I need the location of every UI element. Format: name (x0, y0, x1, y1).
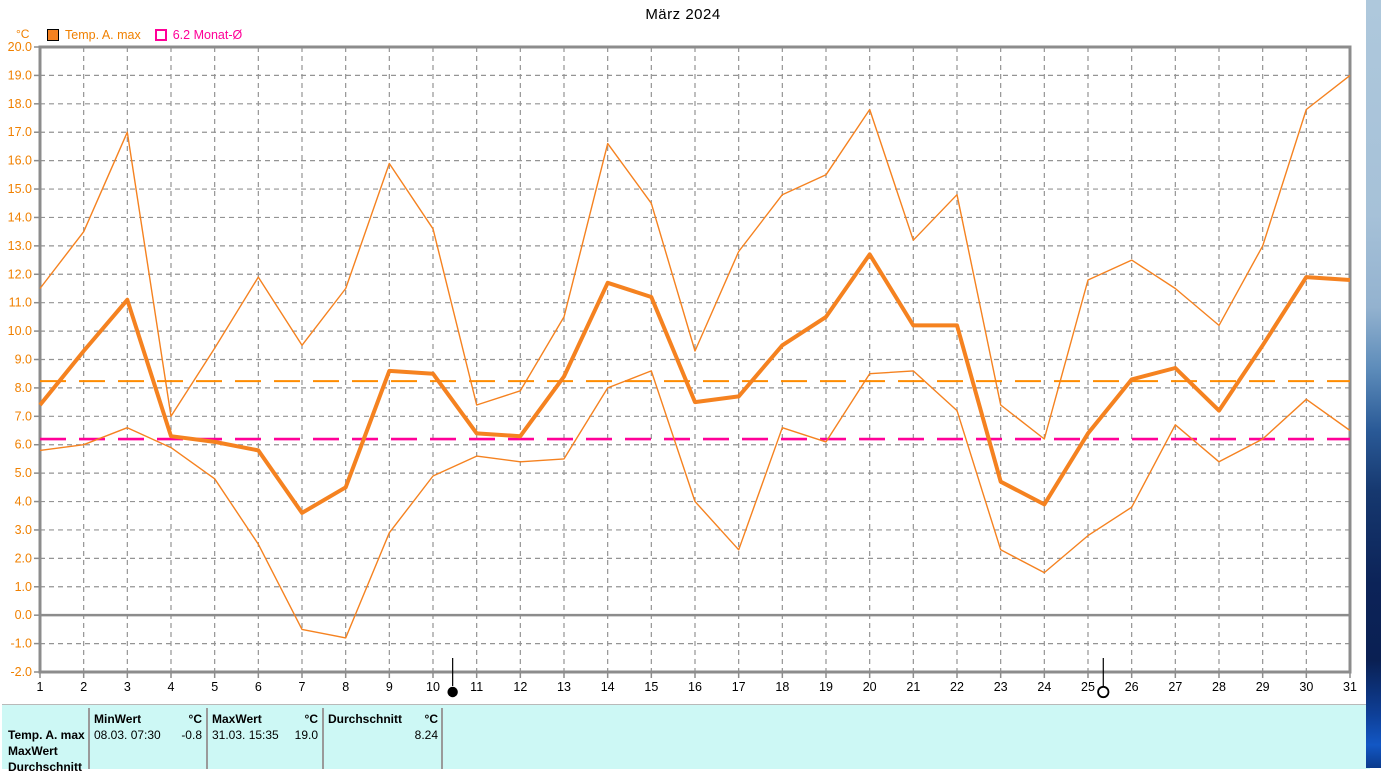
y-axis-unit-label: °C (16, 27, 30, 41)
row-label-durchschnitt: Durchschnitt (8, 760, 83, 774)
chart-title: März 2024 (645, 6, 721, 23)
desktop-wallpaper-strip (1366, 0, 1381, 768)
x-tick-label: 19 (819, 680, 833, 694)
open-square-icon (154, 29, 167, 41)
filled-square-icon (47, 29, 59, 41)
legend-item-temp-a-max: Temp. A. max (47, 28, 141, 42)
y-tick-label: 14.0 (8, 210, 32, 224)
y-tick-label: 19.0 (8, 68, 32, 82)
x-tick-label: 13 (557, 680, 571, 694)
x-tick-label: 7 (299, 680, 306, 694)
y-tick-label: -1.0 (10, 637, 32, 651)
x-tick-label: 8 (342, 680, 349, 694)
x-tick-label: 6 (255, 680, 262, 694)
x-tick-label: 11 (470, 680, 483, 694)
x-tick-label: 25 (1081, 680, 1095, 694)
x-tick-label: 20 (863, 680, 877, 694)
y-tick-label: 7.0 (15, 409, 32, 423)
x-tick-label: 1 (37, 680, 44, 694)
table-separator (441, 708, 443, 769)
series-daily-max (39, 74, 1351, 440)
durchschnitt-value: 8.24 (414, 728, 438, 742)
x-tick-label: 9 (386, 680, 393, 694)
x-tick-label: 23 (994, 680, 1008, 694)
y-tick-label: 12.0 (8, 267, 32, 281)
y-tick-label: 5.0 (15, 466, 32, 480)
maxwert-value: 19.0 (294, 728, 318, 742)
row-label-temp-a-max: Temp. A. max (8, 728, 85, 742)
row-label-maxwert: MaxWert (8, 744, 58, 758)
x-tick-label: 21 (906, 680, 920, 694)
x-tick-label: 24 (1037, 680, 1051, 694)
minwert-datetime: 08.03. 07:30 (94, 728, 161, 742)
table-separator (206, 708, 208, 769)
y-tick-label: 16.0 (8, 154, 32, 168)
x-tick-label: 4 (168, 680, 175, 694)
y-tick-label: 6.0 (15, 438, 32, 452)
y-tick-label: 1.0 (15, 580, 32, 594)
y-tick-label: 4.0 (15, 495, 32, 509)
legend-item-monat-avg: 6.2 Monat-Ø (154, 28, 243, 42)
y-tick-label: 2.0 (15, 551, 32, 565)
x-tick-label: 12 (513, 680, 527, 694)
x-tick-label: 22 (950, 680, 964, 694)
table-separator (322, 708, 324, 769)
y-tick-label: 15.0 (8, 182, 32, 196)
y-tick-label: 3.0 (15, 523, 32, 537)
x-tick-label: 18 (775, 680, 789, 694)
x-tick-label: 2 (80, 680, 87, 694)
col-unit: °C (188, 712, 202, 726)
x-tick-label: 5 (211, 680, 218, 694)
full-moon-icon (1097, 685, 1110, 699)
table-separator (88, 708, 90, 769)
x-tick-label: 28 (1212, 680, 1226, 694)
y-tick-label: -2.0 (10, 665, 32, 679)
y-tick-label: 11.0 (9, 296, 32, 310)
y-tick-label: 13.0 (8, 239, 32, 253)
chart-legend: Temp. A. max 6.2 Monat-Ø (47, 28, 242, 42)
maxwert-datetime: 31.03. 15:35 (212, 728, 279, 742)
legend-label: Temp. A. max (65, 28, 141, 42)
statistics-table: Temp. A. max MaxWert Durchschnitt MinWer… (2, 704, 1370, 774)
legend-label: 6.2 Monat-Ø (172, 28, 243, 42)
series-temp-a-max (38, 252, 1351, 515)
col-header-minwert: MinWert (94, 712, 142, 726)
x-tick-label: 15 (644, 680, 658, 694)
y-tick-label: 9.0 (15, 353, 32, 367)
x-tick-label: 30 (1299, 680, 1313, 694)
col-header-durchschnitt: Durchschnitt (328, 712, 403, 726)
temperature-line-chart: -2.0 -1.0 0.0 1.0 2.0 3.0 4.0 5.0 6.0 7.0 8.0 9.0 10… (8, 40, 1357, 699)
col-unit: °C (304, 712, 318, 726)
new-moon-icon (447, 686, 458, 698)
x-tick-label: 16 (688, 680, 702, 694)
y-tick-label: 18.0 (8, 97, 32, 111)
series-daily-min (39, 370, 1351, 639)
col-header-maxwert: MaxWert (212, 712, 262, 726)
x-tick-label: 10 (426, 680, 440, 694)
x-tick-label: 26 (1125, 680, 1139, 694)
y-tick-label: 0.0 (15, 608, 32, 622)
y-tick-label: 8.0 (15, 381, 32, 395)
minwert-value: -0.8 (181, 728, 202, 742)
x-tick-label: 27 (1168, 680, 1182, 694)
x-tick-label: 14 (601, 680, 615, 694)
y-tick-label: 10.0 (8, 324, 32, 338)
y-tick-label: 17.0 (8, 125, 32, 139)
x-tick-label: 29 (1256, 680, 1270, 694)
x-tick-label: 17 (732, 680, 746, 694)
x-tick-label: 3 (124, 680, 131, 694)
col-unit: °C (424, 712, 438, 726)
y-tick-label: 20.0 (8, 40, 32, 54)
x-tick-label: 31 (1343, 680, 1357, 694)
